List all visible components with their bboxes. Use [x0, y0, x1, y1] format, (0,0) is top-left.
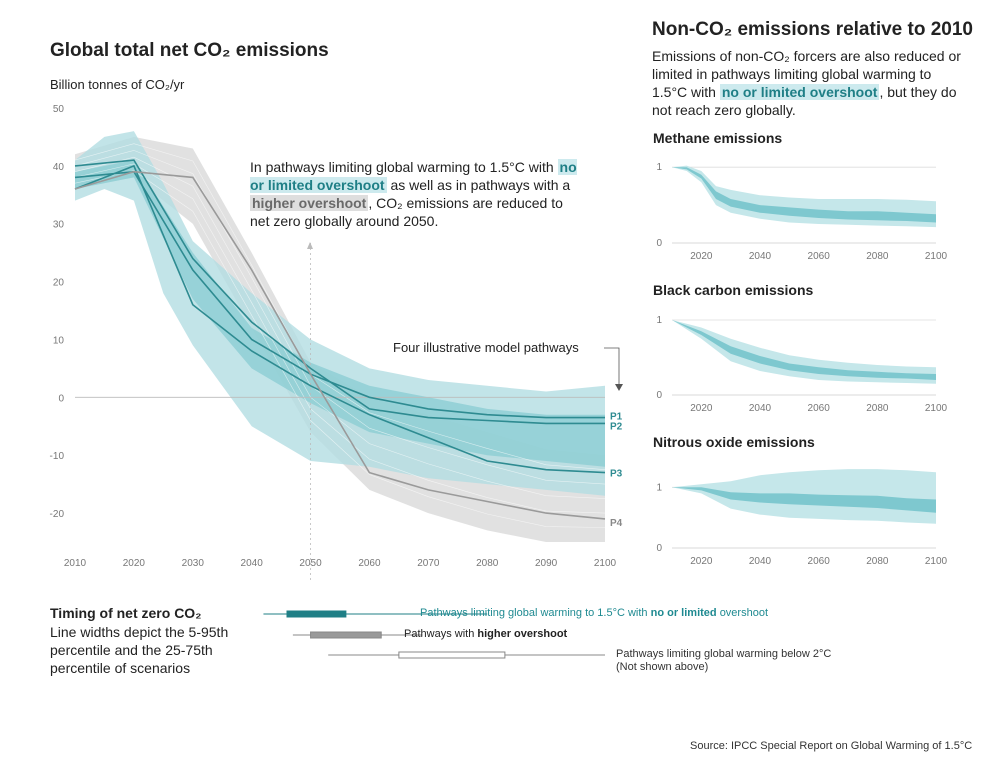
x-tick-label: 2040	[749, 251, 772, 262]
x-tick-label: 2070	[417, 558, 440, 569]
timing-row3-label: Pathways limiting global warming below 2…	[616, 648, 831, 674]
series-label-p3: P3	[610, 469, 623, 480]
y-tick-label: 1	[656, 162, 662, 173]
band-outer	[672, 469, 936, 524]
x-tick-label: 2030	[182, 558, 205, 569]
scenario-line	[74, 170, 606, 528]
annotation-highlight-higher-overshoot: higher overshoot	[250, 195, 369, 211]
annotation-pre: In pathways limiting global warming to 1…	[250, 159, 554, 175]
x-tick-label: 2100	[925, 403, 948, 414]
y-tick-label: -10	[50, 451, 65, 462]
x-tick-label: 2100	[594, 558, 617, 569]
x-tick-label: 2080	[866, 556, 889, 567]
pathways-pointer-line	[604, 347, 620, 386]
x-tick-label: 2080	[866, 403, 889, 414]
nonco2-title: Non-CO₂ emissions relative to 2010	[652, 19, 973, 40]
source-note: Source: IPCC Special Report on Global Wa…	[690, 740, 973, 752]
band-outer	[672, 165, 936, 228]
nonco2-intro-pre: Emissions of non-CO₂ forcers are also re…	[652, 48, 961, 100]
band-no-or-limited-overshoot-25-75th-	[75, 160, 605, 467]
scenario-line	[74, 156, 606, 499]
timing-row2-pre: Pathways with	[404, 628, 475, 640]
scenario-line	[74, 143, 606, 470]
nitrous-oxide-title: Nitrous oxide emissions	[653, 434, 815, 450]
x-tick-label: 2020	[690, 556, 713, 567]
y-tick-label: 10	[53, 335, 65, 346]
series-line-p4	[74, 170, 606, 520]
main-annotation: In pathways limiting global warming to 1…	[250, 158, 585, 230]
x-tick-label: 2100	[925, 251, 948, 262]
main-chart-title: Global total net CO₂ emissions	[50, 40, 329, 61]
band-outer	[672, 320, 936, 384]
x-tick-label: 2100	[925, 556, 948, 567]
scenario-line	[74, 163, 606, 514]
x-tick-label: 2090	[535, 558, 558, 569]
x-tick-label: 2020	[690, 403, 713, 414]
x-tick-label: 2040	[749, 403, 772, 414]
timing-row3-line1: Pathways limiting global warming below 2…	[616, 648, 832, 660]
y-tick-label: 30	[53, 220, 65, 231]
y-tick-label: 0	[58, 393, 64, 404]
y-tick-label: 1	[656, 482, 662, 493]
y-tick-label: -20	[50, 509, 65, 520]
marker-2050-arrow	[307, 242, 313, 249]
band-no-or-limited-overshoot-5-95th-	[75, 131, 605, 496]
x-tick-label: 2020	[690, 251, 713, 262]
timing-range-25-75	[310, 631, 382, 639]
y-tick-label: 0	[656, 390, 662, 401]
nonco2-intro: Emissions of non-CO₂ forcers are also re…	[652, 47, 962, 119]
timing-row2-bold: higher overshoot	[477, 628, 568, 640]
nonco2-intro-post: , but they do not reach zero globally.	[652, 84, 957, 118]
four-pathways-label: Four illustrative model pathways	[393, 340, 579, 355]
nonco2-intro-highlight: no or limited overshoot	[719, 84, 880, 100]
methane-title: Methane emissions	[653, 130, 783, 146]
pathways-pointer-arrow	[615, 384, 623, 391]
annotation-post: , CO₂ emissions are reduced to net zero …	[250, 195, 563, 229]
series-line-p2	[74, 159, 605, 425]
x-tick-label: 2060	[808, 251, 831, 262]
band-inner	[672, 487, 936, 513]
x-tick-label: 2060	[358, 558, 381, 569]
series-label-p1: P1	[610, 412, 623, 423]
y-tick-label: 50	[53, 104, 65, 115]
timing-row1-label: Pathways limiting global warming to 1.5°…	[420, 607, 768, 619]
x-tick-label: 2020	[123, 558, 146, 569]
timing-range-25-75	[286, 610, 347, 618]
x-tick-label: 2060	[808, 403, 831, 414]
series-line-p1	[74, 170, 605, 419]
x-tick-label: 2040	[241, 558, 264, 569]
series-label-p4: P4	[610, 518, 623, 529]
main-chart-ylabel: Billion tonnes of CO₂/yr	[50, 77, 185, 92]
timing-row1-pre: Pathways limiting global warming to 1.5°…	[420, 607, 648, 619]
x-tick-label: 2080	[866, 251, 889, 262]
x-tick-label: 2080	[476, 558, 499, 569]
x-tick-label: 2040	[749, 556, 772, 567]
timing-title: Timing of net zero CO₂	[50, 605, 202, 621]
annotation-mid: as well as in pathways with a	[390, 177, 571, 193]
timing-desc: Line widths depict the 5-95th percentile…	[50, 624, 229, 676]
band-inner	[672, 167, 936, 223]
y-tick-label: 0	[656, 543, 662, 554]
scenario-line	[74, 150, 606, 485]
series-line-p3	[74, 164, 606, 474]
timing-row1-bold: no or limited	[650, 607, 717, 619]
band-inner	[672, 320, 936, 380]
series-label-p2: P2	[610, 421, 623, 432]
y-tick-label: 20	[53, 278, 65, 289]
y-tick-label: 40	[53, 162, 65, 173]
y-tick-label: 0	[656, 238, 662, 249]
x-tick-label: 2060	[808, 556, 831, 567]
timing-range-25-75	[398, 651, 506, 659]
timing-row2-label: Pathways with higher overshoot	[404, 628, 567, 640]
x-tick-label: 2010	[64, 558, 87, 569]
y-tick-label: 1	[656, 315, 662, 326]
black-carbon-title: Black carbon emissions	[653, 282, 814, 298]
timing-row3-line2: (Not shown above)	[616, 661, 709, 673]
timing-row1-post: overshoot	[719, 607, 768, 619]
